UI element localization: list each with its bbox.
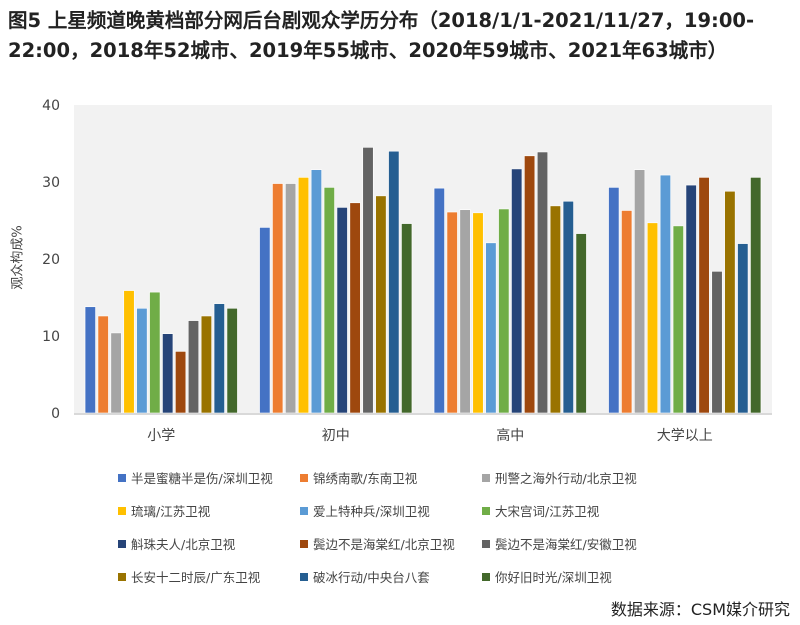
legend-swatch xyxy=(300,506,308,515)
legend-item: 斛珠夫人/北京卫视 xyxy=(118,534,300,553)
x-tick-label: 高中 xyxy=(496,427,524,444)
legend-label: 琉璃/江苏卫视 xyxy=(131,504,211,519)
legend-swatch xyxy=(482,473,490,482)
legend-item: 琉璃/江苏卫视 xyxy=(118,501,300,520)
bar xyxy=(511,168,523,414)
bar xyxy=(323,187,335,414)
legend-swatch xyxy=(118,473,126,482)
bar xyxy=(608,187,620,414)
legend-item: 鬓边不是海棠红/安徽卫视 xyxy=(482,534,682,553)
bar xyxy=(310,169,322,414)
y-tick-label: 30 xyxy=(42,175,60,191)
bar xyxy=(285,183,297,414)
legend-item: 你好旧时光/深圳卫视 xyxy=(482,567,682,586)
bar xyxy=(498,208,510,414)
bar xyxy=(272,183,284,414)
legend-item: 爱上特种兵/深圳卫视 xyxy=(300,501,482,520)
bar xyxy=(621,210,633,414)
bar xyxy=(575,233,587,414)
bar xyxy=(672,225,684,414)
legend-item: 半是蜜糖半是伤/深圳卫视 xyxy=(118,468,300,487)
legend-item: 锦绣南歌/东南卫视 xyxy=(300,468,482,487)
bar xyxy=(162,333,174,414)
bar xyxy=(698,177,710,414)
bar xyxy=(259,227,271,414)
legend-swatch xyxy=(300,572,308,581)
bar xyxy=(401,223,413,414)
legend-item: 刑警之海外行动/北京卫视 xyxy=(482,468,682,487)
legend-label: 半是蜜糖半是伤/深圳卫视 xyxy=(131,471,273,486)
legend-label: 破冰行动/中央台八套 xyxy=(313,570,430,585)
bar xyxy=(472,212,484,414)
bar xyxy=(349,202,361,414)
legend: 半是蜜糖半是伤/深圳卫视 锦绣南歌/东南卫视 刑警之海外行动/北京卫视琉璃/江苏卫视… xyxy=(118,468,718,586)
chart-title: 图5 上星频道晚黄档部分网后台剧观众学历分布（2018/1/1-2021/11/… xyxy=(8,9,755,62)
bar xyxy=(646,222,659,414)
y-tick-label: 0 xyxy=(51,406,60,422)
bar xyxy=(634,169,646,414)
bar xyxy=(485,242,497,414)
bar xyxy=(297,177,310,414)
legend-label: 长安十二时辰/广东卫视 xyxy=(131,570,261,585)
legend-swatch xyxy=(300,473,308,482)
bar xyxy=(536,151,549,414)
x-tick-label: 大学以上 xyxy=(657,428,713,444)
bar xyxy=(97,315,109,414)
x-tick-label: 小学 xyxy=(147,428,175,444)
bar xyxy=(737,243,749,414)
y-tick-label: 20 xyxy=(42,252,60,268)
bar xyxy=(136,307,148,414)
bar xyxy=(226,307,238,414)
bar xyxy=(175,351,187,414)
bar xyxy=(459,209,471,414)
legend-swatch xyxy=(482,506,490,515)
bar xyxy=(336,207,348,414)
bar xyxy=(213,303,225,414)
bar xyxy=(149,291,161,414)
bar xyxy=(685,184,697,414)
y-tick-label: 10 xyxy=(42,329,60,345)
bar xyxy=(711,271,723,414)
bar xyxy=(362,147,374,414)
bar xyxy=(524,155,536,414)
legend-label: 锦绣南歌/东南卫视 xyxy=(313,471,418,486)
source-note: 数据来源：CSM媒介研究 xyxy=(610,600,790,619)
legend-item: 鬓边不是海棠红/北京卫视 xyxy=(300,534,482,553)
legend-label: 你好旧时光/深圳卫视 xyxy=(495,570,612,585)
x-tick-label: 初中 xyxy=(322,427,350,444)
bar xyxy=(110,332,122,414)
bar xyxy=(187,320,200,414)
legend-swatch xyxy=(118,506,126,515)
bar xyxy=(123,290,135,414)
legend-swatch xyxy=(300,539,308,548)
bar xyxy=(750,177,762,414)
legend-swatch xyxy=(482,572,490,581)
bar xyxy=(84,306,96,414)
bar xyxy=(659,174,671,414)
bar xyxy=(200,315,212,414)
bar xyxy=(375,195,387,414)
bar xyxy=(562,200,574,414)
bar xyxy=(724,190,736,414)
legend-label: 鬓边不是海棠红/北京卫视 xyxy=(313,537,455,552)
legend-swatch xyxy=(482,539,490,548)
y-tick-label: 40 xyxy=(42,98,60,114)
legend-swatch xyxy=(118,572,126,581)
legend-item: 破冰行动/中央台八套 xyxy=(300,567,482,586)
legend-label: 鬓边不是海棠红/安徽卫视 xyxy=(495,537,637,552)
bar xyxy=(433,187,445,414)
legend-label: 斛珠夫人/北京卫视 xyxy=(131,537,236,552)
legend-item: 长安十二时辰/广东卫视 xyxy=(118,567,300,586)
legend-label: 刑警之海外行动/北京卫视 xyxy=(495,471,637,486)
legend-swatch xyxy=(118,539,126,548)
legend-label: 爱上特种兵/深圳卫视 xyxy=(313,504,430,519)
bar xyxy=(549,205,561,414)
legend-label: 大宋宫词/江苏卫视 xyxy=(495,504,600,519)
bar xyxy=(446,211,458,414)
bar xyxy=(388,150,400,414)
legend-item: 大宋宫词/江苏卫视 xyxy=(482,501,682,520)
